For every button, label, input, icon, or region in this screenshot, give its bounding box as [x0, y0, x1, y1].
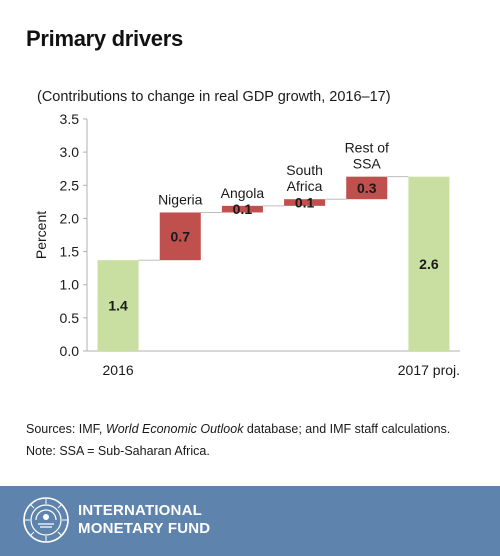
sources-suffix: database; and IMF staff calculations. [243, 422, 451, 436]
bar-south-africa [284, 199, 326, 206]
bar-value-label: 0.1 [295, 195, 315, 211]
y-tick-label: 2.5 [60, 177, 80, 193]
y-tick-label: 2.0 [60, 210, 80, 226]
y-tick-label: 1.5 [60, 244, 80, 260]
org-name-line1: INTERNATIONAL [78, 502, 202, 519]
bar-value-label: 0.1 [233, 201, 253, 217]
bar-category-label: Rest of [345, 140, 389, 156]
footer-band: INTERNATIONAL MONETARY FUND [0, 486, 500, 556]
bar-category-label: Africa [287, 178, 323, 194]
x-category-label: 2017 proj. [398, 362, 460, 378]
bar-value-label: 0.3 [357, 180, 377, 196]
y-tick-label: 0.5 [60, 310, 80, 326]
axes [83, 118, 460, 352]
bar-value-label: 0.7 [171, 228, 191, 244]
x-category-label: 2016 [103, 362, 134, 378]
source-notes: Sources: IMF, World Economic Outlook dat… [26, 418, 450, 462]
bar-nigeria [159, 212, 201, 261]
sources-line: Sources: IMF, World Economic Outlook dat… [26, 418, 450, 440]
note-line: Note: SSA = Sub-Saharan Africa. [26, 444, 210, 458]
y-axis-label: Percent [33, 211, 49, 259]
waterfall-chart: (Contributions to change in real GDP gro… [0, 80, 500, 390]
org-name: INTERNATIONAL MONETARY FUND [78, 502, 210, 538]
bar-category-label: SSA [353, 156, 382, 172]
bar-2017-proj- [408, 176, 450, 351]
bar-value-label: 1.4 [108, 298, 128, 314]
bar-2016 [97, 260, 139, 351]
y-tick-label: 1.0 [60, 277, 80, 293]
y-tick-label: 3.0 [60, 144, 80, 160]
bar-category-label: Angola [221, 185, 265, 201]
bar-rest-of-ssa [346, 176, 388, 200]
bar-category-label: Nigeria [158, 191, 203, 207]
y-tick-label: 3.5 [60, 111, 80, 127]
imf-seal-icon [23, 497, 69, 543]
bar-value-label: 2.6 [419, 256, 439, 272]
page-title: Primary drivers [26, 26, 183, 51]
sources-publication: World Economic Outlook [105, 422, 244, 436]
sources-prefix: Sources: IMF, [26, 422, 106, 436]
bar-angola [221, 205, 263, 213]
y-axis-ticks: 0.0 0.5 1.0 1.5 2.0 2.5 3.0 3.5 [60, 111, 80, 359]
chart-subtitle: (Contributions to change in real GDP gro… [37, 89, 391, 105]
chart-svg: (Contributions to change in real GDP gro… [33, 89, 461, 378]
bar-category-label: South [286, 162, 323, 178]
bars: 1.4 0.7 0.1 0.1 0.3 2.6 [97, 176, 450, 351]
org-name-line2: MONETARY FUND [78, 520, 211, 537]
y-tick-label: 0.0 [60, 343, 80, 359]
